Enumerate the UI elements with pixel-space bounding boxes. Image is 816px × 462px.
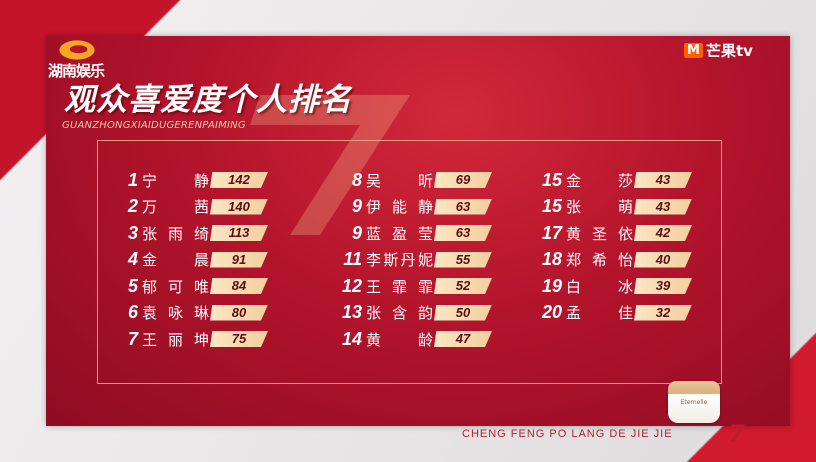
rank-number: 3 — [127, 222, 138, 243]
score-bar: 69 — [434, 172, 492, 188]
score-bar: 52 — [434, 278, 492, 294]
score-bar: 84 — [210, 278, 268, 294]
hunan-tv-logo-icon — [59, 40, 95, 60]
mango-logo-icon: M — [684, 43, 703, 58]
ranking-row: 19 白 冰 39 — [536, 275, 692, 297]
seven-watermark-icon — [250, 95, 410, 235]
contestant-name: 王霏霏 — [366, 277, 433, 296]
ranking-row: 5 郁可唯 84 — [112, 275, 268, 297]
product-jar: Eternelle — [668, 381, 720, 423]
ranking-row: 9 伊能静 63 — [336, 196, 492, 218]
contestant-name: 张 萌 — [566, 198, 633, 216]
score-bar: 91 — [210, 251, 268, 268]
footer-text: CHENG FENG PO LANG DE JIE JIE — [462, 428, 673, 440]
contestant-name: 宁 静 — [142, 171, 209, 190]
score-bar: 63 — [434, 225, 492, 241]
rank-number: 11 — [343, 249, 362, 269]
rank-number: 13 — [341, 302, 362, 322]
ranking-row: 9 蓝盈莹 63 — [336, 222, 492, 244]
ranking-row: 13 张含韵 50 — [336, 302, 492, 324]
page-subtitle: GUANZHONGXIAIDUGERENPAIMING — [62, 120, 246, 131]
ranking-row: 3 张雨绮 113 — [112, 222, 268, 244]
ranking-row: 20 孟 佳 32 — [536, 302, 692, 324]
rank-number: 5 — [127, 275, 138, 296]
contestant-name: 黄 龄 — [366, 330, 433, 349]
contestant-name: 张雨绮 — [142, 224, 209, 243]
rank-number: 20 — [541, 302, 562, 322]
ranking-row: 14 黄 龄 47 — [336, 328, 492, 350]
rank-number: 8 — [351, 169, 362, 190]
ranking-row: 7 王丽坤 75 — [112, 328, 268, 350]
ranking-row: 18 郑希怡 40 — [536, 249, 692, 271]
score-bar: 47 — [434, 331, 492, 347]
score-bar: 75 — [210, 331, 268, 347]
rank-number: 19 — [541, 275, 562, 296]
ranking-row: 6 袁咏琳 80 — [112, 302, 268, 324]
contestant-name: 伊能静 — [366, 198, 433, 216]
score-bar: 43 — [634, 198, 692, 215]
contestant-name: 吴 昕 — [366, 171, 433, 190]
rank-number: 18 — [541, 249, 562, 269]
list-frame — [97, 140, 722, 384]
contestant-name: 孟 佳 — [566, 304, 633, 322]
rank-number: 1 — [127, 169, 138, 190]
rank-number: 4 — [127, 249, 138, 269]
contestant-name: 王丽坤 — [142, 330, 209, 349]
score-bar: 50 — [434, 304, 492, 321]
product-label: Eternelle — [680, 399, 708, 406]
rank-number: 14 — [341, 328, 362, 349]
score-bar: 142 — [210, 172, 268, 188]
mango-tv-logo: M 芒果tv — [684, 40, 753, 61]
ranking-row: 15 张 萌 43 — [536, 196, 692, 218]
ranking-row: 12 王霏霏 52 — [336, 275, 492, 297]
rank-number: 6 — [127, 302, 138, 322]
contestant-name: 金 晨 — [142, 251, 209, 269]
contestant-name: 蓝盈莹 — [366, 224, 433, 243]
ranking-row: 17 黄圣依 42 — [536, 222, 692, 244]
score-bar: 32 — [634, 304, 692, 321]
footer-logo: 7 — [728, 420, 745, 448]
contestant-name: 张含韵 — [366, 304, 433, 322]
rank-number: 7 — [127, 328, 138, 349]
rank-number: 9 — [351, 222, 362, 243]
score-bar: 42 — [634, 225, 692, 241]
ranking-row: 15 金 莎 43 — [536, 169, 692, 191]
contestant-name: 郑希怡 — [566, 251, 633, 269]
mango-logo-text: 芒果tv — [705, 42, 753, 60]
rank-number: 2 — [127, 196, 138, 216]
contestant-name: 万 茜 — [142, 198, 209, 216]
score-bar: 113 — [210, 225, 268, 241]
ranking-row: 11 李斯丹妮 55 — [336, 249, 492, 271]
score-bar: 140 — [210, 198, 268, 215]
score-bar: 43 — [634, 172, 692, 188]
rank-number: 15 — [541, 169, 562, 190]
rank-number: 9 — [351, 196, 362, 216]
rank-number: 15 — [541, 196, 562, 216]
contestant-name: 袁咏琳 — [142, 304, 209, 322]
page-title: 观众喜爱度个人排名 — [64, 82, 352, 118]
contestant-name: 白 冰 — [566, 277, 633, 296]
contestant-name: 黄圣依 — [566, 224, 633, 243]
contestant-name: 金 莎 — [566, 171, 633, 190]
score-bar: 80 — [210, 304, 268, 321]
score-bar: 63 — [434, 198, 492, 215]
logo-text: 湖南娱乐 — [48, 62, 105, 80]
rank-number: 17 — [541, 222, 562, 243]
score-bar: 40 — [634, 251, 692, 268]
score-bar: 39 — [634, 278, 692, 294]
rank-number: 12 — [341, 275, 362, 296]
score-bar: 55 — [434, 251, 492, 268]
contestant-name: 李斯丹妮 — [366, 251, 433, 269]
contestant-name: 郁可唯 — [142, 277, 209, 296]
